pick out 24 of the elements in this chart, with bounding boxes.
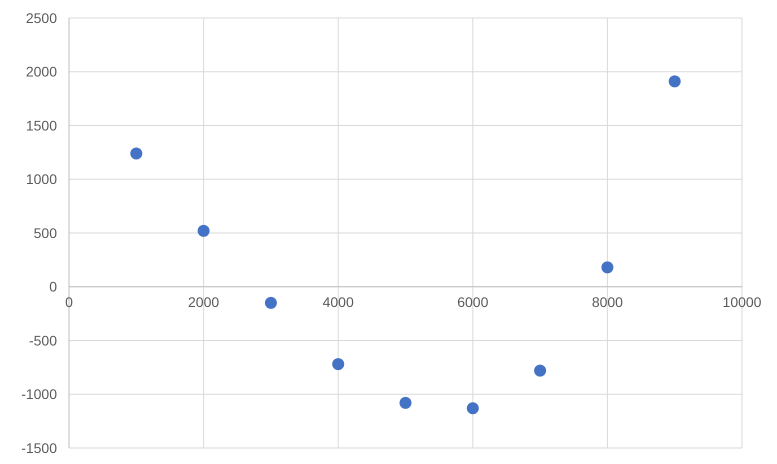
point	[130, 147, 142, 160]
y-tick-label: 2500	[26, 10, 58, 26]
point	[534, 364, 546, 377]
point	[668, 75, 681, 88]
x-tick-label: 6000	[457, 294, 489, 310]
x-tick-label: 0	[65, 294, 74, 310]
x-tick-label: 2000	[188, 294, 220, 310]
y-tick-label: 1500	[26, 117, 58, 134]
point	[400, 396, 412, 409]
x-tick-label: 10000	[722, 294, 762, 310]
y-tick-label: -500	[28, 332, 58, 348]
point	[198, 224, 210, 237]
point	[466, 402, 479, 414]
y-tick-label: 1000	[26, 171, 58, 188]
y-tick-label: 0	[49, 278, 58, 295]
y-tick-label: 2000	[26, 64, 58, 80]
x-tick-label: 4000	[322, 294, 354, 310]
point	[264, 296, 277, 309]
point	[332, 358, 344, 370]
y-tick-label: 500	[34, 224, 58, 241]
x-tick-label: 8000	[592, 294, 624, 310]
y-tick-label: -1000	[21, 386, 58, 402]
point	[601, 261, 614, 274]
y-tick-label: -1500	[21, 440, 58, 456]
